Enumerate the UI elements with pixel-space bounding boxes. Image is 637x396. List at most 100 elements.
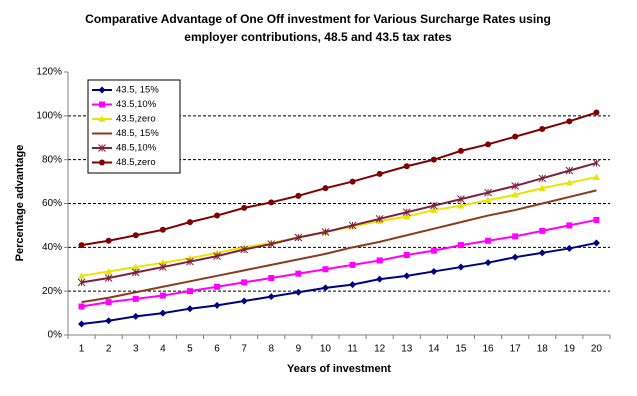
x-tick-label: 10 bbox=[320, 344, 332, 355]
marker bbox=[565, 166, 574, 175]
marker bbox=[566, 222, 573, 229]
marker bbox=[98, 115, 106, 122]
marker bbox=[430, 267, 438, 275]
marker bbox=[593, 216, 600, 223]
marker bbox=[348, 221, 357, 230]
y-tick-label: 0% bbox=[48, 330, 63, 341]
x-tick-label: 17 bbox=[510, 344, 522, 355]
marker bbox=[512, 133, 519, 140]
marker bbox=[375, 214, 384, 223]
marker bbox=[349, 281, 357, 289]
marker bbox=[565, 244, 573, 252]
series-line bbox=[81, 161, 597, 284]
marker bbox=[186, 219, 193, 226]
marker bbox=[159, 226, 166, 233]
x-tick-label: 6 bbox=[214, 344, 220, 355]
x-tick-label: 3 bbox=[133, 344, 139, 355]
marker bbox=[132, 263, 140, 270]
marker bbox=[457, 263, 465, 271]
marker bbox=[105, 237, 112, 244]
x-tick-label: 9 bbox=[296, 344, 302, 355]
marker bbox=[592, 173, 600, 180]
marker bbox=[159, 309, 167, 317]
marker bbox=[78, 320, 86, 328]
marker bbox=[429, 201, 438, 210]
marker bbox=[403, 252, 410, 259]
x-tick-label: 12 bbox=[374, 344, 386, 355]
y-tick-label: 20% bbox=[42, 286, 62, 297]
marker bbox=[294, 233, 303, 242]
marker bbox=[538, 249, 546, 257]
x-tick-label: 19 bbox=[564, 344, 576, 355]
marker bbox=[98, 86, 106, 94]
marker bbox=[241, 204, 248, 211]
marker bbox=[511, 191, 519, 198]
legend-label: 43.5,10% bbox=[116, 99, 157, 110]
marker bbox=[241, 279, 248, 286]
marker bbox=[538, 184, 546, 191]
marker bbox=[430, 247, 437, 254]
marker bbox=[484, 259, 492, 267]
marker bbox=[457, 195, 465, 203]
y-tick-label: 120% bbox=[36, 67, 62, 78]
marker bbox=[213, 301, 221, 309]
marker bbox=[592, 239, 600, 247]
marker bbox=[593, 109, 600, 116]
marker bbox=[321, 284, 329, 292]
y-tick-label: 40% bbox=[42, 242, 62, 253]
marker bbox=[78, 272, 86, 279]
y-tick-label: 60% bbox=[42, 198, 62, 209]
marker bbox=[98, 144, 106, 152]
marker bbox=[484, 188, 492, 197]
marker bbox=[539, 227, 546, 234]
marker bbox=[511, 253, 519, 261]
marker bbox=[159, 259, 167, 266]
marker bbox=[565, 179, 573, 186]
marker bbox=[538, 174, 547, 183]
marker bbox=[99, 159, 105, 166]
marker bbox=[105, 317, 113, 325]
series-line bbox=[81, 218, 597, 308]
x-tick-label: 2 bbox=[106, 344, 112, 355]
marker bbox=[322, 185, 329, 192]
marker bbox=[105, 299, 112, 306]
marker bbox=[132, 295, 139, 302]
chart-title: Comparative Advantage of One Off investm… bbox=[85, 12, 551, 26]
marker bbox=[485, 141, 492, 148]
x-tick-label: 16 bbox=[482, 344, 494, 355]
marker bbox=[267, 240, 276, 248]
legend-label: 43.5, 15% bbox=[116, 85, 159, 96]
x-tick-label: 13 bbox=[401, 344, 413, 355]
marker bbox=[158, 263, 167, 271]
marker bbox=[402, 208, 411, 217]
marker bbox=[132, 232, 139, 239]
marker bbox=[214, 283, 221, 290]
x-tick-label: 14 bbox=[428, 344, 440, 355]
x-tick-label: 5 bbox=[187, 344, 193, 355]
marker bbox=[484, 196, 492, 204]
x-tick-label: 1 bbox=[79, 344, 85, 355]
chart-title: employer contributions, 48.5 and 43.5 ta… bbox=[184, 30, 452, 44]
legend-label: 43.5,zero bbox=[116, 114, 156, 125]
marker bbox=[430, 206, 438, 213]
marker bbox=[376, 170, 383, 177]
marker bbox=[240, 297, 248, 305]
marker bbox=[214, 212, 221, 219]
marker bbox=[322, 266, 329, 273]
series-line bbox=[81, 241, 597, 326]
marker bbox=[457, 202, 465, 209]
marker bbox=[132, 312, 140, 320]
x-tick-label: 4 bbox=[160, 344, 166, 355]
marker bbox=[99, 101, 105, 108]
marker bbox=[186, 257, 194, 266]
marker bbox=[268, 275, 275, 282]
y-axis-label: Percentage advantage bbox=[14, 145, 26, 262]
y-tick-label: 80% bbox=[42, 154, 62, 165]
x-tick-label: 11 bbox=[347, 344, 358, 355]
series-line bbox=[81, 176, 597, 277]
x-tick-label: 20 bbox=[591, 344, 603, 355]
marker bbox=[403, 272, 411, 280]
x-axis-label: Years of investment bbox=[287, 363, 391, 375]
x-tick-label: 18 bbox=[537, 344, 549, 355]
